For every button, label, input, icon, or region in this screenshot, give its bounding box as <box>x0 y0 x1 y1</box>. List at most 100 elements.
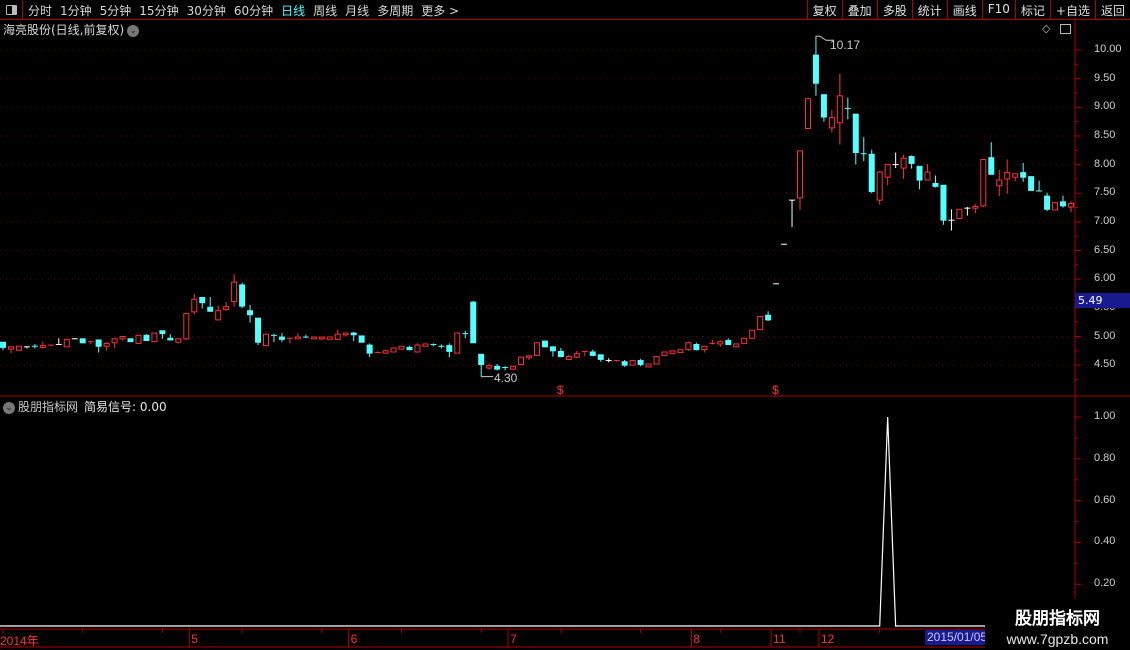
candle-body <box>79 338 86 344</box>
candle-body <box>836 95 843 124</box>
tab-6[interactable]: 日线 <box>281 4 306 18</box>
candle-body <box>693 344 700 351</box>
candle <box>701 345 708 353</box>
candle <box>1067 201 1074 213</box>
chevron-down-icon[interactable]: ⌄ <box>127 24 140 37</box>
indicator-name[interactable]: 股朋指标网 <box>18 400 79 414</box>
toolbar-button-4[interactable]: 画线 <box>946 0 982 19</box>
candle <box>430 343 437 347</box>
candle-body <box>334 333 341 340</box>
candle-body <box>366 344 373 354</box>
candle <box>255 317 262 346</box>
candle <box>1060 195 1067 208</box>
candle <box>789 199 796 228</box>
candle-body <box>717 341 724 345</box>
toolbar-button-0[interactable]: 复权 <box>806 0 842 19</box>
y-tick-label: 5.00 <box>1094 329 1116 342</box>
candle-body <box>924 171 931 181</box>
tab-3[interactable]: 15分钟 <box>139 4 179 18</box>
candle-body <box>1004 172 1011 180</box>
candle <box>852 113 859 165</box>
diamond-icon[interactable]: ◇ <box>1042 22 1051 35</box>
chart-corner-icons: ◇ <box>1042 22 1071 35</box>
candle <box>239 282 246 309</box>
toolbar-button-3[interactable]: 统计 <box>911 0 947 19</box>
stock-title[interactable]: 海亮股份(日线,前复权) ⌄ <box>3 21 140 38</box>
candle <box>645 363 652 368</box>
tab-1[interactable]: 1分钟 <box>60 4 92 18</box>
candle <box>685 341 692 351</box>
candle <box>223 302 230 311</box>
candle <box>0 341 6 351</box>
candle <box>980 158 987 208</box>
toolbar-button-8[interactable]: 返回 <box>1094 0 1130 19</box>
candle-body <box>111 338 118 344</box>
candle <box>940 184 947 225</box>
candle-body <box>653 356 660 365</box>
candle <box>669 350 676 355</box>
candle <box>637 358 644 367</box>
toolbar-button-2[interactable]: 多股 <box>876 0 912 19</box>
candle <box>278 333 285 343</box>
candle <box>15 345 22 351</box>
toolbar-button-5[interactable]: F10 <box>981 0 1015 19</box>
panel-layout-icon[interactable] <box>1059 24 1071 34</box>
candle <box>541 340 548 348</box>
candle-body <box>398 345 405 350</box>
tab-2[interactable]: 5分钟 <box>99 4 132 18</box>
candle-body <box>820 94 827 118</box>
candle <box>87 341 94 344</box>
candle <box>605 358 612 363</box>
toolbar-button-7[interactable]: +自选 <box>1049 0 1095 19</box>
candle <box>510 365 517 370</box>
tab-7[interactable]: 周线 <box>313 4 338 18</box>
candle <box>494 364 501 371</box>
candle-body <box>932 183 939 187</box>
candle-body <box>812 54 819 84</box>
candle-body <box>358 335 365 343</box>
candle <box>972 204 979 214</box>
tab-0[interactable]: 分时 <box>28 4 53 18</box>
candle <box>294 333 301 340</box>
candle-body <box>677 349 684 354</box>
candle <box>334 329 341 340</box>
tab-10[interactable]: 更多 > <box>421 4 460 18</box>
chevron-down-icon[interactable]: ⌄ <box>3 401 15 414</box>
signal-dollar-marker: $ <box>772 383 779 397</box>
candle <box>414 343 421 353</box>
candle <box>581 350 588 356</box>
candle-body <box>199 297 206 304</box>
candle-body <box>645 363 652 368</box>
candle-body <box>972 205 979 209</box>
candle <box>884 164 891 186</box>
toolbar-button-1[interactable]: 叠加 <box>841 0 877 19</box>
tab-4[interactable]: 30分钟 <box>186 4 226 18</box>
candle-body <box>342 332 349 336</box>
tab-9[interactable]: 多周期 <box>377 4 414 18</box>
indicator-title: ⌄ 股朋指标网 简易信号: 0.00 <box>3 398 167 415</box>
low-annotation: 4.30 <box>494 371 518 385</box>
candle-body <box>725 340 732 346</box>
candle-body <box>95 339 102 347</box>
panel-toggle-icon[interactable] <box>0 0 23 19</box>
candle <box>749 329 756 339</box>
tab-5[interactable]: 60分钟 <box>233 4 274 18</box>
candle-body <box>549 346 556 352</box>
candle <box>597 354 604 362</box>
candle-body <box>422 343 429 347</box>
candle-body <box>207 306 214 312</box>
candle-body <box>103 342 110 347</box>
candle <box>502 366 509 371</box>
candle <box>900 154 907 179</box>
candle-body <box>247 310 254 316</box>
tab-8[interactable]: 月线 <box>345 4 370 18</box>
candle <box>916 165 923 190</box>
candle-body <box>239 284 246 307</box>
candle <box>286 337 293 344</box>
candle <box>613 359 620 362</box>
candle <box>454 332 461 354</box>
y-tick-label: 6.50 <box>1094 243 1116 256</box>
toolbar-button-6[interactable]: 标记 <box>1014 0 1050 19</box>
month-label: 2014年 <box>0 634 39 648</box>
